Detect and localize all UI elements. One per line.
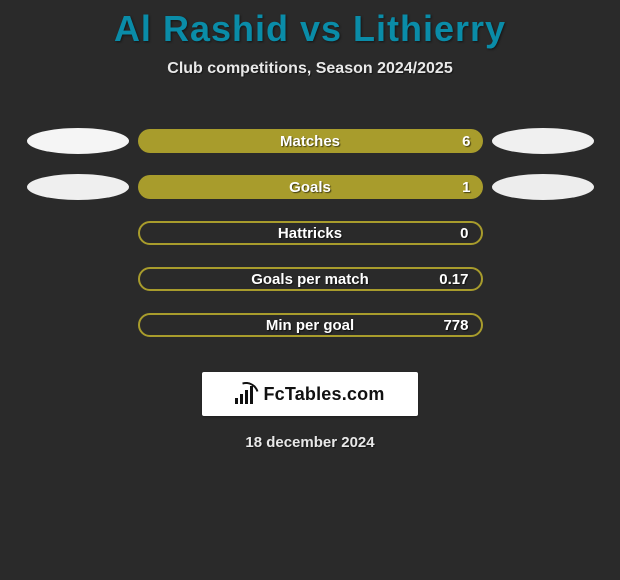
stat-label: Matches: [280, 133, 340, 150]
stat-bar: Hattricks 0: [138, 221, 483, 245]
stat-label: Goals: [289, 179, 331, 196]
stat-row: Goals per match 0.17: [0, 256, 620, 302]
stat-label: Hattricks: [278, 225, 342, 242]
stat-value: 778: [443, 317, 468, 334]
brand-box[interactable]: FcTables.com: [202, 372, 418, 416]
stat-bar: Goals 1: [138, 175, 483, 199]
stat-bar: Goals per match 0.17: [138, 267, 483, 291]
stat-label: Goals per match: [251, 271, 369, 288]
stat-value: 0.17: [439, 271, 468, 288]
right-ellipse: [492, 128, 594, 154]
stat-value: 1: [462, 179, 470, 196]
stat-value: 6: [462, 133, 470, 150]
left-ellipse: [27, 128, 129, 154]
stat-value: 0: [460, 225, 468, 242]
stat-bar: Matches 6: [138, 129, 483, 153]
page-root: Al Rashid vs Lithierry Club competitions…: [0, 0, 620, 580]
stat-rows: Matches 6 Goals 1 Hattricks 0 Goals per match 0…: [0, 118, 620, 348]
footer: FcTables.com 18 december 2024: [0, 372, 620, 451]
left-indicator-cell: [18, 128, 138, 154]
right-indicator-cell: [483, 128, 603, 154]
stat-row: Hattricks 0: [0, 210, 620, 256]
right-ellipse: [492, 174, 594, 200]
stat-row: Goals 1: [0, 164, 620, 210]
brand-text: FcTables.com: [263, 384, 384, 405]
chart-icon: [235, 384, 259, 404]
right-indicator-cell: [483, 174, 603, 200]
page-title: Al Rashid vs Lithierry: [0, 0, 620, 50]
left-ellipse: [27, 174, 129, 200]
date-text: 18 december 2024: [245, 434, 374, 451]
page-subtitle: Club competitions, Season 2024/2025: [0, 60, 620, 78]
stat-bar: Min per goal 778: [138, 313, 483, 337]
left-indicator-cell: [18, 174, 138, 200]
stat-row: Min per goal 778: [0, 302, 620, 348]
stat-label: Min per goal: [266, 317, 354, 334]
stat-row: Matches 6: [0, 118, 620, 164]
